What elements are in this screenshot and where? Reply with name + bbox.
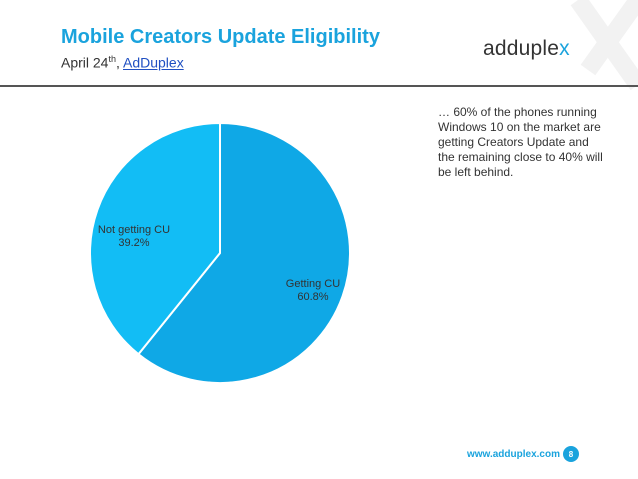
page-subtitle: April 24th, AdDuplex xyxy=(61,54,184,71)
subtitle-date-suffix: th xyxy=(108,54,116,64)
commentary-text: … 60% of the phones running Windows 10 o… xyxy=(438,105,603,179)
adduplex-logo: adduplex xyxy=(483,37,570,61)
adduplex-link[interactable]: AdDuplex xyxy=(123,54,184,71)
logo-accent: x xyxy=(559,37,570,60)
subtitle-date: April 24 xyxy=(61,54,109,71)
pie-slice-not-getting-cu xyxy=(89,121,221,356)
footer-url: www.adduplex.com xyxy=(467,449,560,460)
subtitle-separator: , xyxy=(115,54,123,71)
data-label-not-getting-cu: Not getting CU 39.2% xyxy=(98,224,170,249)
page-title: Mobile Creators Update Eligibility xyxy=(61,26,380,48)
background-x-graphic xyxy=(570,0,638,90)
pie-slice-getting-cu xyxy=(136,121,351,384)
page-number-badge: 8 xyxy=(563,446,579,462)
data-label-getting-cu: Getting CU 60.8% xyxy=(286,278,340,303)
logo-text: adduple xyxy=(483,37,560,60)
header-divider xyxy=(0,85,638,87)
